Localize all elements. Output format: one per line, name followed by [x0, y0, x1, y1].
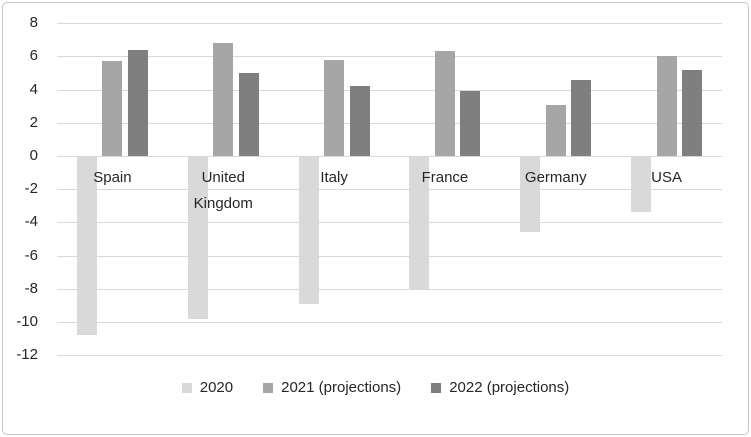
legend: 2020 2021 (projections) 2022 (projections) [0, 379, 751, 396]
legend-label-2021-projections: 2021 (projections) [281, 379, 402, 396]
y-axis-label-4: 4 [29, 81, 38, 98]
category-label-germany: Germany [524, 169, 587, 186]
gridline--4 [57, 222, 722, 223]
y-axis-label--2: -2 [24, 180, 38, 197]
category-label-united-kingdom: United Kingdom [193, 169, 253, 212]
gridline-0 [57, 156, 722, 157]
y-axis-label--12: -12 [16, 346, 38, 363]
legend-item-2021-projections: 2021 (projections) [263, 379, 401, 396]
y-axis-label-8: 8 [29, 14, 38, 31]
bar-germany-2021-projections [545, 104, 566, 156]
y-axis-label--8: -8 [24, 280, 38, 297]
bar-france-2020 [409, 156, 430, 289]
y-axis-label--4: -4 [24, 213, 38, 230]
bar-usa-2022-projections [682, 69, 703, 156]
legend-item-2020: 2020 [181, 379, 234, 396]
y-axis-label--10: -10 [16, 313, 38, 330]
category-label-france: France [421, 169, 469, 186]
gridline--6 [57, 256, 722, 257]
y-axis-label-2: 2 [29, 114, 38, 131]
gridline-6 [57, 56, 722, 57]
category-label-spain: Spain [93, 169, 132, 186]
bar-germany-2020 [520, 156, 541, 233]
y-axis-label--6: -6 [24, 247, 38, 264]
bar-spain-2020 [76, 156, 97, 336]
y-axis-label-0: 0 [29, 147, 38, 164]
gridline--2 [57, 189, 722, 190]
legend-swatch-2022-projections [431, 382, 442, 393]
bar-france-2022-projections [460, 91, 481, 156]
gridline-2 [57, 123, 722, 124]
legend-label-2020: 2020 [199, 379, 234, 396]
bar-spain-2021-projections [102, 61, 123, 156]
bar-usa-2020 [631, 156, 652, 213]
bar-united-kingdom-2021-projections [213, 43, 234, 156]
gridline--8 [57, 289, 722, 290]
gridline-4 [57, 90, 722, 91]
legend-label-2022-projections: 2022 (projections) [449, 379, 570, 396]
bar-germany-2022-projections [571, 79, 592, 156]
gridline--12 [57, 355, 722, 356]
legend-swatch-2021-projections [263, 382, 274, 393]
bar-italy-2022-projections [349, 86, 370, 156]
category-label-italy: Italy [320, 169, 348, 186]
bar-spain-2022-projections [127, 49, 148, 156]
category-label-usa: USA [651, 169, 682, 186]
bar-italy-2021-projections [324, 59, 345, 156]
gridline-8 [57, 23, 722, 24]
bar-united-kingdom-2022-projections [238, 73, 259, 156]
y-axis-label-6: 6 [29, 47, 38, 64]
bar-usa-2021-projections [656, 56, 677, 156]
legend-swatch-2020 [181, 382, 192, 393]
bar-italy-2020 [298, 156, 319, 304]
bar-france-2021-projections [434, 51, 455, 156]
gridline--10 [57, 322, 722, 323]
bar-united-kingdom-2020 [187, 156, 208, 319]
legend-item-2022-projections: 2022 (projections) [431, 379, 569, 396]
